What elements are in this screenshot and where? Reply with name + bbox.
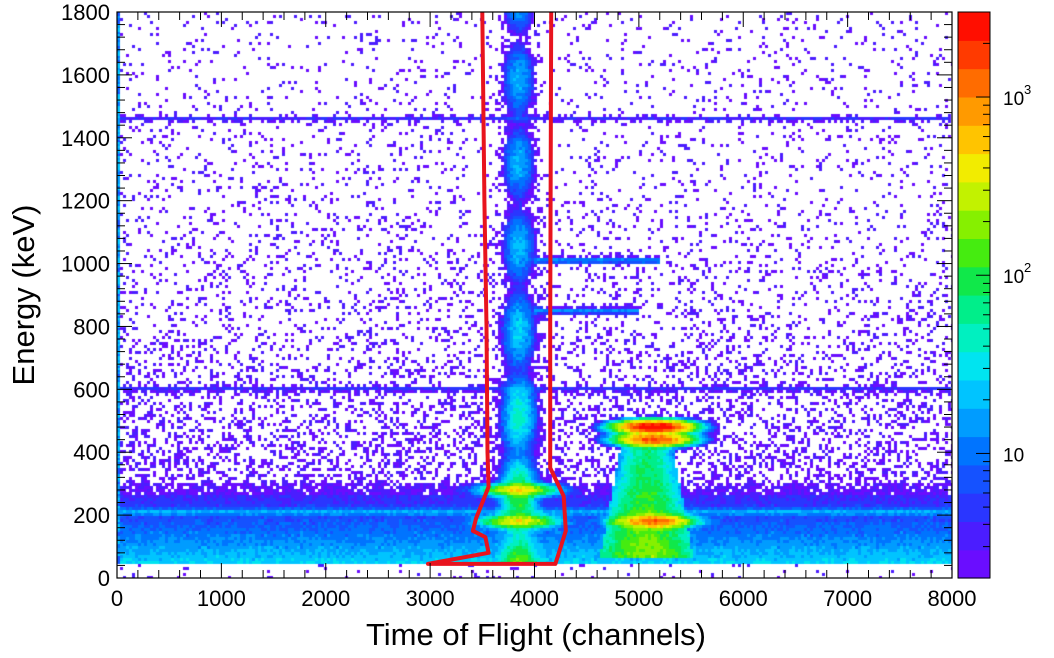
y-tick-label: 1400 xyxy=(61,126,110,151)
colorbar-tick-exponent: 3 xyxy=(1024,82,1031,97)
y-tick-label: 800 xyxy=(73,314,110,339)
colorbar-segment xyxy=(958,12,990,41)
colorbar-segment xyxy=(958,96,990,126)
colorbar-segment xyxy=(958,40,990,70)
colorbar-tick-label: 10 xyxy=(1003,89,1024,110)
x-tick-label: 6000 xyxy=(719,586,768,611)
colorbar-segment xyxy=(958,125,990,155)
x-tick-label: 1000 xyxy=(197,586,246,611)
colorbar-segment xyxy=(958,68,990,98)
colorbar-segment xyxy=(958,436,990,466)
y-tick-label: 0 xyxy=(98,566,110,591)
colorbar-segment xyxy=(958,351,990,381)
colorbar-tick-label: 10 xyxy=(1003,445,1024,466)
y-tick-label: 400 xyxy=(73,440,110,465)
cut-contour-line xyxy=(426,12,568,566)
x-tick-label: 8000 xyxy=(928,586,977,611)
heatmap-layer xyxy=(117,12,952,578)
x-tick-label: 7000 xyxy=(823,586,872,611)
colorbar-tick-label: 10 xyxy=(1003,267,1024,288)
colorbar-segment xyxy=(958,238,990,268)
colorbar-segment xyxy=(958,210,990,239)
cut-contour-layer xyxy=(426,12,568,566)
x-tick-label: 2000 xyxy=(301,586,350,611)
heatmap-image xyxy=(117,12,952,578)
colorbar-segment xyxy=(958,408,990,438)
colorbar-segment xyxy=(958,181,990,211)
colorbar-segment xyxy=(958,549,990,579)
y-tick-label: 600 xyxy=(73,377,110,402)
colorbar-segment xyxy=(958,266,990,296)
y-axis: 0 200 400 600 800 1000 1200 1400 1600 1800 xyxy=(61,0,952,591)
x-tick-label: 0 xyxy=(111,586,123,611)
x-axis: 0 1000 2000 3000 4000 5000 6000 7000 8000 xyxy=(111,12,977,611)
y-tick-label: 1800 xyxy=(61,0,110,25)
colorbar-frame xyxy=(957,11,991,579)
x-tick-label: 4000 xyxy=(510,586,559,611)
y-tick-label: 1000 xyxy=(61,252,110,277)
colorbar-segment xyxy=(958,521,990,551)
y-tick-label: 200 xyxy=(73,503,110,528)
colorbar-segment xyxy=(958,464,990,494)
x-tick-label: 3000 xyxy=(406,586,455,611)
colorbar-segment xyxy=(958,379,990,409)
y-tick-label: 1600 xyxy=(61,63,110,88)
y-tick-label: 1200 xyxy=(61,189,110,214)
x-axis-label: Time of Flight (channels) xyxy=(366,617,706,652)
colorbar-segment xyxy=(958,295,990,324)
x-tick-label: 5000 xyxy=(614,586,663,611)
colorbar-segment xyxy=(958,323,990,353)
y-axis-label: Energy (keV) xyxy=(6,205,41,386)
colorbar-tick-exponent: 2 xyxy=(1024,260,1031,275)
